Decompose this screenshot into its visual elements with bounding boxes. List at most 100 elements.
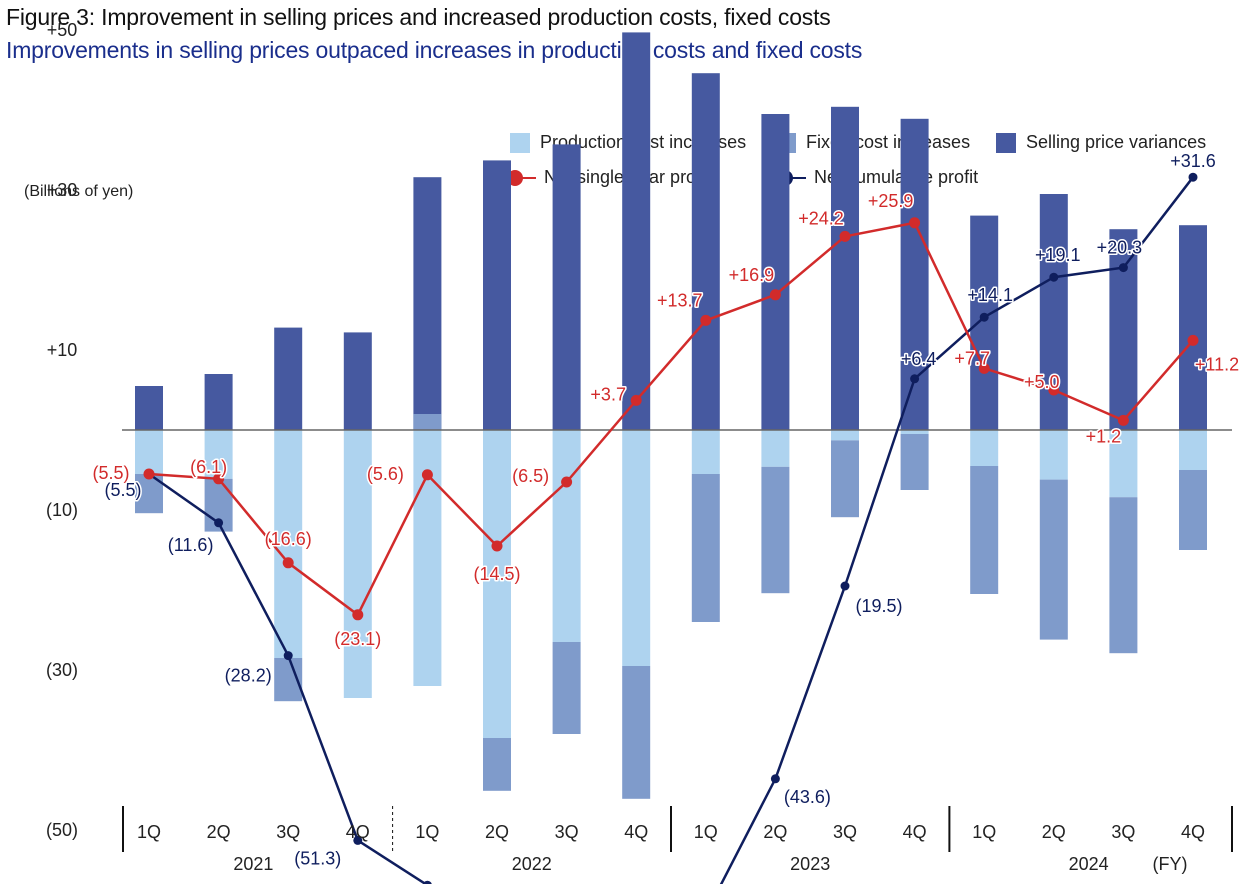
bar-production-cost bbox=[1109, 430, 1138, 498]
legend-swatch-production-cost bbox=[510, 132, 530, 153]
line-net-cumulative bbox=[148, 176, 1194, 884]
bar-selling-price bbox=[274, 327, 303, 430]
x-year-label: 2023 bbox=[790, 854, 830, 874]
bar-fixed-cost bbox=[552, 642, 581, 734]
x-tick-label: 1Q bbox=[694, 822, 718, 842]
data-label-net-cumulative: (43.6) bbox=[784, 787, 831, 807]
y-tick-label: (10) bbox=[46, 500, 78, 520]
bar-selling-price bbox=[1109, 229, 1138, 430]
point-net-single bbox=[213, 473, 225, 485]
bar-fixed-cost bbox=[900, 434, 929, 490]
bar-production-cost bbox=[204, 430, 233, 479]
point-net-single bbox=[561, 476, 573, 488]
x-tick-label: 4Q bbox=[346, 822, 370, 842]
x-tick-label: 4Q bbox=[903, 822, 927, 842]
bar-fixed-cost bbox=[761, 466, 790, 594]
x-tick-label: 4Q bbox=[624, 822, 648, 842]
bar-production-cost bbox=[343, 430, 372, 698]
data-label-net-cumulative: (51.3) bbox=[294, 848, 341, 868]
data-label-net-cumulative: (5.5) bbox=[104, 480, 141, 500]
bar-selling-price bbox=[135, 386, 163, 430]
y-axis-unit-label: (Billions of yen) bbox=[24, 183, 134, 200]
bars bbox=[135, 32, 1207, 799]
point-net-cumulative bbox=[979, 312, 989, 322]
data-label-net-cumulative: +19.1 bbox=[1035, 245, 1081, 265]
bar-production-cost bbox=[831, 430, 859, 441]
x-tick-label: 2Q bbox=[1042, 822, 1066, 842]
data-label-net-cumulative: +6.4 bbox=[901, 349, 937, 369]
data-label-net-single: +16.9 bbox=[729, 265, 775, 285]
data-label-net-cumulative: (11.6) bbox=[168, 535, 214, 555]
data-label-net-single: +1.2 bbox=[1086, 426, 1122, 446]
point-net-cumulative bbox=[910, 374, 920, 384]
point-net-single bbox=[700, 314, 712, 326]
data-labels: (5.5) (6.1) (16.6) (23.1) (5.6) (14.5) (6.5) +3… bbox=[91, 150, 1240, 870]
bar-selling-price bbox=[552, 144, 581, 430]
data-label-net-single: (6.1) bbox=[190, 457, 227, 477]
data-label-net-single: (5.6) bbox=[367, 464, 404, 484]
x-tick-label: 1Q bbox=[415, 822, 439, 842]
bar-fixed-cost bbox=[831, 440, 859, 518]
bar-selling-price bbox=[761, 114, 790, 430]
y-tick-label: +50 bbox=[47, 20, 78, 40]
bar-production-cost bbox=[622, 430, 651, 666]
point-net-cumulative bbox=[1049, 272, 1059, 282]
bar-selling-price bbox=[970, 215, 999, 430]
point-net-single bbox=[630, 394, 642, 406]
x-tick-label: 4Q bbox=[1181, 822, 1205, 842]
point-net-cumulative bbox=[214, 518, 224, 528]
data-label-net-single: (14.5) bbox=[473, 564, 520, 584]
y-tick-label: (50) bbox=[46, 820, 78, 840]
bar-fixed-cost bbox=[483, 738, 511, 791]
bar-fixed-cost bbox=[413, 414, 442, 430]
point-net-single bbox=[909, 217, 921, 229]
x-year-label: 2021 bbox=[233, 854, 273, 874]
data-label-net-single: +11.2 bbox=[1195, 354, 1239, 374]
point-net-single bbox=[1187, 334, 1199, 346]
data-label-net-cumulative: (19.5) bbox=[855, 596, 902, 616]
data-label-net-single: +7.7 bbox=[954, 348, 990, 368]
point-net-cumulative bbox=[1188, 172, 1198, 182]
bar-selling-price bbox=[622, 32, 651, 431]
bar-production-cost bbox=[552, 430, 581, 642]
point-net-cumulative bbox=[283, 651, 293, 661]
bar-fixed-cost bbox=[1109, 497, 1138, 654]
bar-production-cost bbox=[1039, 430, 1068, 480]
data-label-net-single: (5.5) bbox=[92, 463, 129, 483]
x-tick-label: 3Q bbox=[555, 822, 579, 842]
data-label-net-single: +25.9 bbox=[868, 191, 914, 211]
bar-selling-price bbox=[831, 106, 859, 431]
bar-fixed-cost bbox=[691, 474, 720, 622]
data-label-net-single: (6.5) bbox=[512, 466, 549, 486]
x-tick-label: 1Q bbox=[972, 822, 996, 842]
chart-subtitle: Improvements in selling prices outpaced … bbox=[6, 37, 863, 63]
point-net-single bbox=[978, 362, 990, 374]
x-tick-label: 3Q bbox=[833, 822, 857, 842]
x-year-label: 2024 bbox=[1069, 854, 1109, 874]
bar-selling-price bbox=[1179, 225, 1207, 430]
bar-selling-price bbox=[691, 73, 720, 430]
point-net-single bbox=[1048, 384, 1060, 396]
bar-production-cost bbox=[483, 430, 511, 738]
bar-fixed-cost bbox=[970, 466, 999, 594]
point-net-cumulative bbox=[423, 880, 432, 884]
bar-selling-price bbox=[900, 118, 929, 431]
x-tick-label: 3Q bbox=[276, 822, 300, 842]
data-label-net-single: +5.0 bbox=[1024, 372, 1060, 392]
point-net-single bbox=[143, 468, 155, 480]
bar-production-cost bbox=[900, 430, 929, 434]
point-net-single bbox=[282, 557, 294, 569]
data-label-net-single: (23.1) bbox=[334, 629, 381, 649]
legend-swatch-selling-price bbox=[996, 132, 1016, 153]
bar-fixed-cost bbox=[1039, 479, 1068, 640]
point-net-single bbox=[421, 469, 433, 481]
lines bbox=[143, 172, 1199, 884]
point-net-single bbox=[491, 540, 503, 552]
point-net-cumulative bbox=[840, 581, 850, 591]
x-axis: 1Q 2Q 3Q 4Q 1Q 2Q 3Q 4Q 1Q 2Q 3Q 4Q 1Q 2Q 3Q 4Q 2021 2022… bbox=[122, 806, 1233, 874]
data-label-net-cumulative: (28.2) bbox=[225, 666, 272, 686]
bar-production-cost bbox=[761, 430, 790, 467]
y-axis-ticks: +50+30+10(10)(30)(50)(70)(90) bbox=[46, 20, 78, 840]
bar-selling-price bbox=[483, 160, 511, 430]
